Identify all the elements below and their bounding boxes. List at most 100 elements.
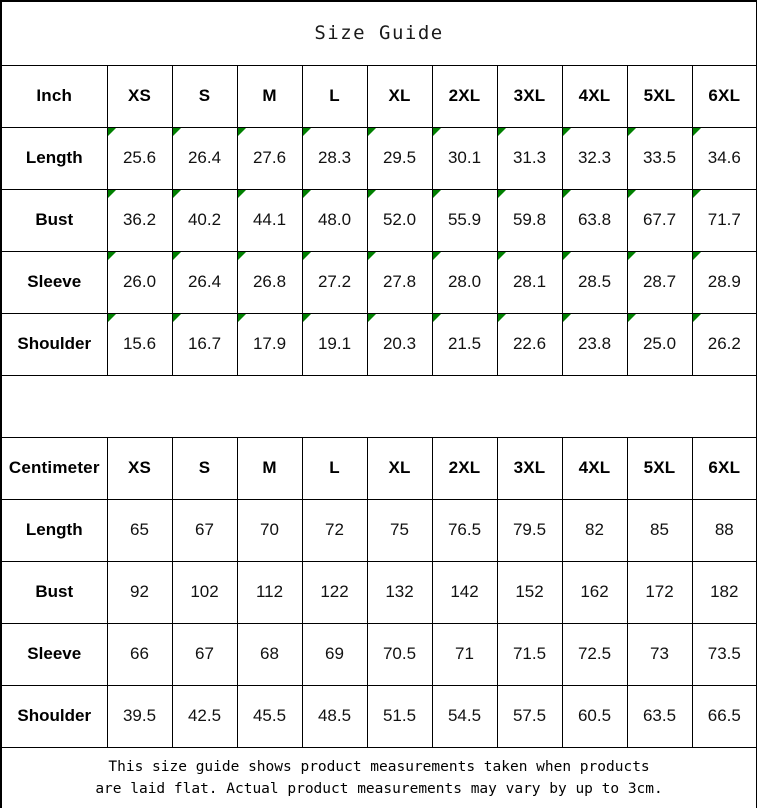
cell-shoulder-xl: 20.3 [366,312,433,376]
table-spacer-cell [0,374,757,438]
cell-length-s: 26.4 [171,126,238,190]
cell-sleeve-xs: 26.0 [106,250,173,314]
cell-shoulder-2xl: 54.5 [431,684,498,748]
cell-shoulder-3xl: 22.6 [496,312,563,376]
cell-length-3xl: 31.3 [496,126,563,190]
cell-length-4xl: 32.3 [561,126,628,190]
cell-length-s: 67 [171,498,238,562]
table-row: Sleeve 26.0 26.4 26.8 27.2 27.8 28.0 28.1 28.5 28… [0,250,757,314]
footer-note-line-2: are laid flat. Actual product measuremen… [95,781,663,798]
cell-sleeve-s: 26.4 [171,250,238,314]
cell-bust-6xl: 71.7 [691,188,757,252]
row-label-bust: Bust [0,560,108,624]
row-label-shoulder: Shoulder [0,684,108,748]
cell-bust-3xl: 152 [496,560,563,624]
cell-shoulder-xs: 15.6 [106,312,173,376]
cell-sleeve-4xl: 28.5 [561,250,628,314]
cell-shoulder-s: 42.5 [171,684,238,748]
cell-bust-4xl: 63.8 [561,188,628,252]
cell-shoulder-5xl: 25.0 [626,312,693,376]
cell-sleeve-s: 67 [171,622,238,686]
cell-shoulder-3xl: 57.5 [496,684,563,748]
cell-length-xs: 25.6 [106,126,173,190]
cell-sleeve-3xl: 28.1 [496,250,563,314]
cell-shoulder-6xl: 66.5 [691,684,757,748]
cell-shoulder-5xl: 63.5 [626,684,693,748]
cell-bust-m: 44.1 [236,188,303,252]
table-row: Shoulder 15.6 16.7 17.9 19.1 20.3 21.5 22.6 23.8… [0,312,757,376]
header-row-inch: Inch XS S M L XL 2XL 3XL 4XL 5XL 6XL [0,64,757,128]
cell-sleeve-6xl: 28.9 [691,250,757,314]
cell-shoulder-6xl: 26.2 [691,312,757,376]
size-header-6xl: 6XL [691,436,757,500]
table-row: Bust 92 102 112 122 132 142 152 162 172 182 [0,560,757,624]
cell-length-m: 27.6 [236,126,303,190]
size-header-3xl: 3XL [496,64,563,128]
cell-shoulder-m: 17.9 [236,312,303,376]
cell-shoulder-2xl: 21.5 [431,312,498,376]
size-header-5xl: 5XL [626,436,693,500]
cell-sleeve-xs: 66 [106,622,173,686]
cell-sleeve-xl: 27.8 [366,250,433,314]
size-header-4xl: 4XL [561,64,628,128]
cell-sleeve-xl: 70.5 [366,622,433,686]
size-header-6xl: 6XL [691,64,757,128]
cell-bust-l: 48.0 [301,188,368,252]
table-spacer-row [0,374,757,438]
cell-bust-xs: 92 [106,560,173,624]
cell-sleeve-m: 68 [236,622,303,686]
cell-bust-m: 112 [236,560,303,624]
cell-length-4xl: 82 [561,498,628,562]
cell-bust-xl: 132 [366,560,433,624]
size-header-xs: XS [106,436,173,500]
cell-bust-s: 102 [171,560,238,624]
size-header-2xl: 2XL [431,64,498,128]
cell-length-l: 72 [301,498,368,562]
cell-sleeve-2xl: 28.0 [431,250,498,314]
cell-length-xl: 29.5 [366,126,433,190]
cell-bust-5xl: 172 [626,560,693,624]
footer-note-line-1: This size guide shows product measuremen… [108,758,650,775]
cell-length-xl: 75 [366,498,433,562]
size-header-l: L [301,64,368,128]
cell-length-5xl: 33.5 [626,126,693,190]
cell-sleeve-3xl: 71.5 [496,622,563,686]
cell-sleeve-m: 26.8 [236,250,303,314]
cell-bust-3xl: 59.8 [496,188,563,252]
cell-length-2xl: 76.5 [431,498,498,562]
cell-shoulder-4xl: 23.8 [561,312,628,376]
row-label-length: Length [0,126,108,190]
cell-length-m: 70 [236,498,303,562]
cell-sleeve-l: 69 [301,622,368,686]
row-label-length: Length [0,498,108,562]
row-label-bust: Bust [0,188,108,252]
cell-bust-xs: 36.2 [106,188,173,252]
size-header-xl: XL [366,436,433,500]
size-header-l: L [301,436,368,500]
cell-bust-4xl: 162 [561,560,628,624]
size-header-m: M [236,64,303,128]
footer-row: This size guide shows product measuremen… [0,746,757,808]
size-header-m: M [236,436,303,500]
cell-sleeve-5xl: 28.7 [626,250,693,314]
page-title: Size Guide [0,0,757,66]
size-header-xl: XL [366,64,433,128]
cell-shoulder-xl: 51.5 [366,684,433,748]
unit-header-centimeter: Centimeter [0,436,108,500]
size-header-s: S [171,64,238,128]
footer-note: This size guide shows product measuremen… [0,746,757,808]
cell-shoulder-4xl: 60.5 [561,684,628,748]
cell-bust-s: 40.2 [171,188,238,252]
cell-shoulder-l: 48.5 [301,684,368,748]
cell-bust-5xl: 67.7 [626,188,693,252]
cell-shoulder-m: 45.5 [236,684,303,748]
cell-bust-2xl: 142 [431,560,498,624]
cell-length-5xl: 85 [626,498,693,562]
cell-shoulder-s: 16.7 [171,312,238,376]
size-header-4xl: 4XL [561,436,628,500]
cell-shoulder-l: 19.1 [301,312,368,376]
header-row-centimeter: Centimeter XS S M L XL 2XL 3XL 4XL 5XL 6XL [0,436,757,500]
table-row: Length 65 67 70 72 75 76.5 79.5 82 85 88 [0,498,757,562]
